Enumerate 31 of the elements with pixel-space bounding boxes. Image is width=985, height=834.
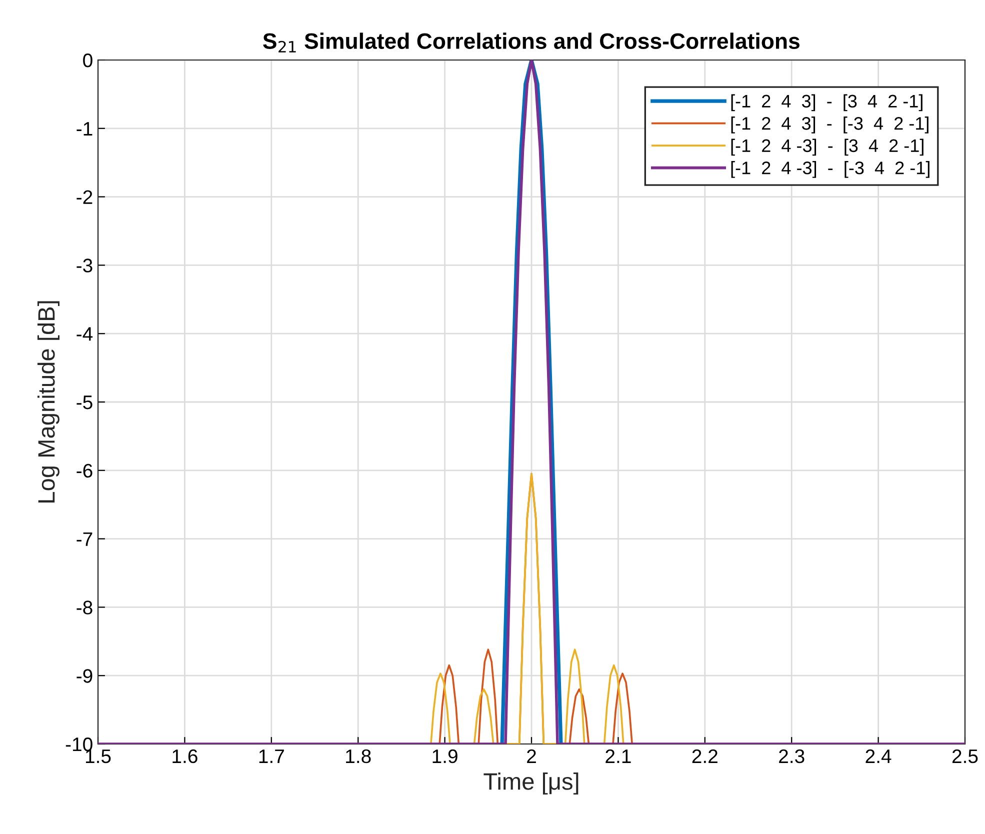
x-axis-title: Time [μs] — [484, 772, 578, 795]
x-tick-label: 1.8 — [346, 749, 371, 764]
x-tick-label: 2.2 — [692, 749, 718, 763]
y-tick-label: -7 — [76, 532, 92, 546]
x-tick-label: 2.4 — [866, 749, 892, 763]
line-series — [500, 60, 563, 744]
line-series — [98, 60, 965, 744]
x-tick-label: 2.3 — [779, 749, 804, 764]
legend-label: [-1 2 4 -3] - [3 4 2 -1] — [731, 138, 924, 156]
y-tick-label: -1 — [76, 122, 92, 136]
legend-label: [-1 2 4 3] - [-3 4 2 -1] — [731, 116, 928, 134]
x-tick-label: 1.7 — [259, 750, 284, 763]
x-tick-label: 1.9 — [432, 749, 458, 764]
x-tick-label: 1.5 — [86, 750, 111, 764]
y-tick-label: -5 — [76, 396, 92, 410]
x-tick-label: 2.1 — [606, 749, 631, 763]
y-tick-label: -8 — [76, 600, 92, 614]
y-tick-label: -6 — [76, 464, 92, 478]
y-tick-label: -10 — [66, 737, 92, 752]
y-tick-label: -9 — [76, 669, 92, 683]
x-tick-label: 1.6 — [172, 749, 198, 764]
x-tick-label: 2.5 — [952, 749, 978, 764]
legend-label: [-1 2 4 -3] - [-3 4 2 -1] — [731, 161, 930, 178]
legend-label: [-1 2 4 3] - [3 4 2 -1] — [731, 94, 922, 112]
y-tick-label: 0 — [83, 53, 92, 68]
chart-title: S$_{21}$ Simulated Correlations and Cross-Correlations — [263, 32, 800, 52]
y-axis-title: Log Magnitude [dB] — [37, 301, 60, 502]
y-tick-label: -2 — [76, 190, 92, 204]
y-tick-label: -3 — [76, 258, 92, 272]
x-tick-label: 2 — [527, 749, 536, 763]
y-tick-label: -4 — [76, 327, 93, 341]
